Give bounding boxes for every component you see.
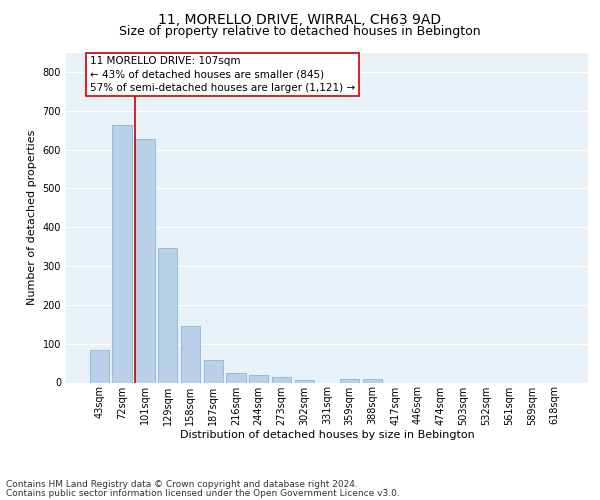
Bar	[112, 125, 132, 382]
Bar	[203, 360, 223, 382]
Bar	[363, 380, 382, 382]
Text: 11 MORELLO DRIVE: 107sqm
← 43% of detached houses are smaller (845)
57% of semi-: 11 MORELLO DRIVE: 107sqm ← 43% of detach…	[90, 56, 355, 93]
Bar	[181, 326, 200, 382]
X-axis label: Distribution of detached houses by size in Bebington: Distribution of detached houses by size …	[179, 430, 475, 440]
Text: Contains HM Land Registry data © Crown copyright and database right 2024.: Contains HM Land Registry data © Crown c…	[6, 480, 358, 489]
Bar	[295, 380, 314, 382]
Bar	[249, 375, 268, 382]
Bar	[90, 350, 109, 382]
Text: 11, MORELLO DRIVE, WIRRAL, CH63 9AD: 11, MORELLO DRIVE, WIRRAL, CH63 9AD	[158, 12, 442, 26]
Bar	[158, 248, 178, 382]
Text: Size of property relative to detached houses in Bebington: Size of property relative to detached ho…	[119, 25, 481, 38]
Bar	[340, 380, 359, 382]
Bar	[226, 373, 245, 382]
Text: Contains public sector information licensed under the Open Government Licence v3: Contains public sector information licen…	[6, 488, 400, 498]
Bar	[272, 377, 291, 382]
Y-axis label: Number of detached properties: Number of detached properties	[27, 130, 37, 305]
Bar	[135, 138, 155, 382]
